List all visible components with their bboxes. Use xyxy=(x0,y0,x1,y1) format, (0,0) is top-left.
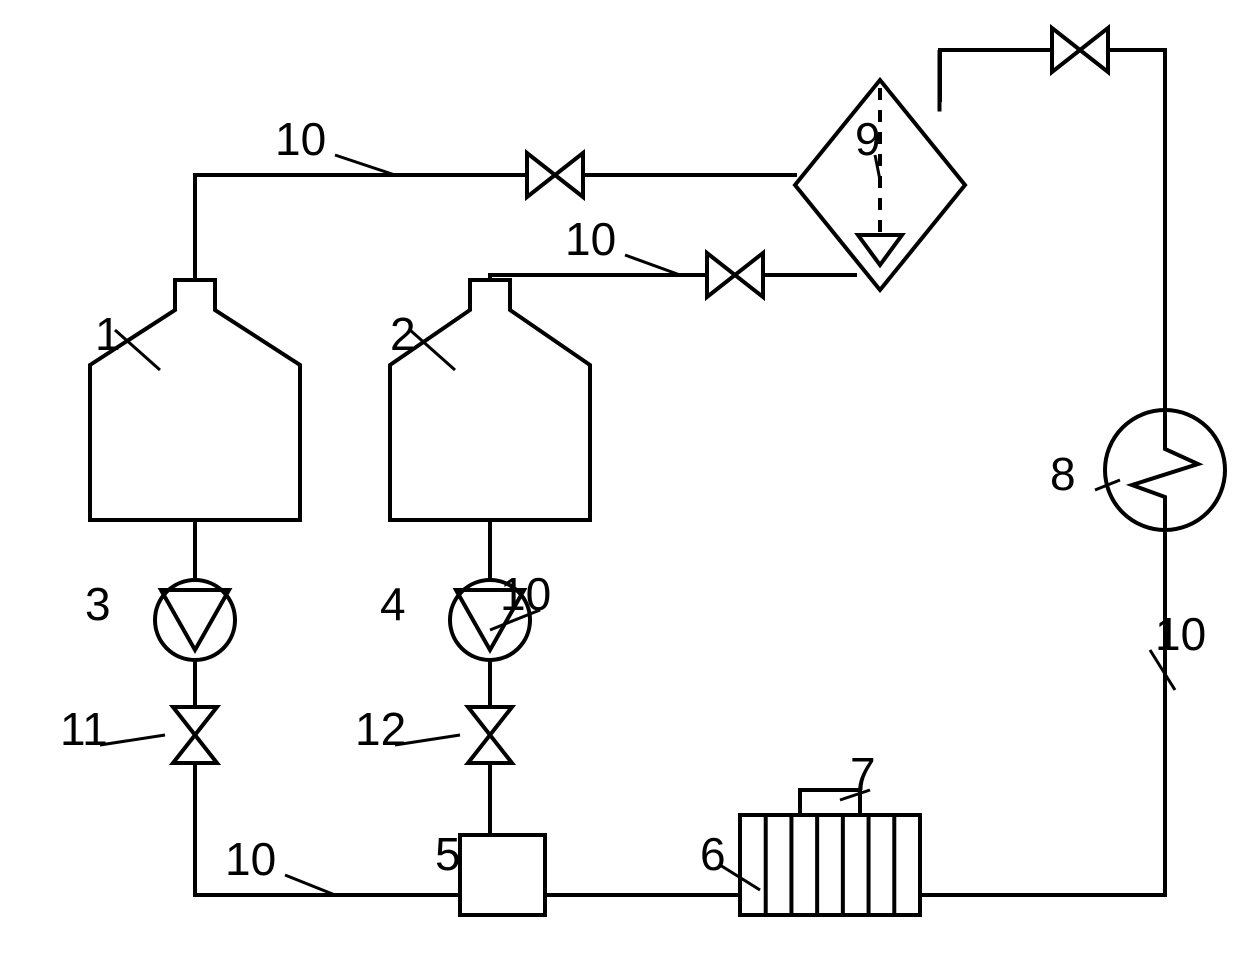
label-4-3: 4 xyxy=(380,578,406,630)
label-2-1: 2 xyxy=(390,308,416,360)
leader-2 xyxy=(335,155,395,175)
label-1-0: 1 xyxy=(95,308,121,360)
valve-11 xyxy=(173,707,217,763)
leader-7 xyxy=(285,875,335,895)
valve-top-1 xyxy=(527,153,583,197)
label-3-2: 3 xyxy=(85,578,111,630)
separator-9 xyxy=(795,50,1052,290)
valve-top-right xyxy=(1052,28,1108,72)
label-10-11: 10 xyxy=(500,568,551,620)
label-5-4: 5 xyxy=(435,828,461,880)
leader-8 xyxy=(100,735,165,745)
mixer-5 xyxy=(460,835,545,915)
heat-exchanger-8 xyxy=(1105,410,1225,530)
labels-group: 12345678910101010101112 xyxy=(60,113,1206,885)
label-7-6: 7 xyxy=(850,748,876,800)
leader-lines xyxy=(100,155,1175,895)
label-10-10: 10 xyxy=(565,213,616,265)
label-9-8: 9 xyxy=(855,113,881,165)
label-11-14: 11 xyxy=(60,703,108,755)
pipes-group xyxy=(195,50,1165,895)
pipe-10 xyxy=(195,175,527,280)
label-8-7: 8 xyxy=(1050,448,1076,500)
pump-3 xyxy=(155,580,235,660)
valve-12 xyxy=(468,707,512,763)
leader-3 xyxy=(625,255,680,275)
pipe-8 xyxy=(1108,50,1165,410)
pipe-7 xyxy=(920,530,1165,895)
tank-1 xyxy=(90,280,300,520)
valve-top-2 xyxy=(707,253,763,297)
pipe-12 xyxy=(490,275,707,280)
label-12-15: 12 xyxy=(355,703,406,755)
label-10-12: 10 xyxy=(1155,608,1206,660)
pipe-9 xyxy=(940,50,1052,100)
process-diagram: 12345678910101010101112 xyxy=(0,0,1240,980)
label-10-13: 10 xyxy=(225,833,276,885)
label-10-9: 10 xyxy=(275,113,326,165)
reactor-6 xyxy=(740,815,920,915)
tank-2 xyxy=(390,280,590,520)
label-6-5: 6 xyxy=(700,828,726,880)
